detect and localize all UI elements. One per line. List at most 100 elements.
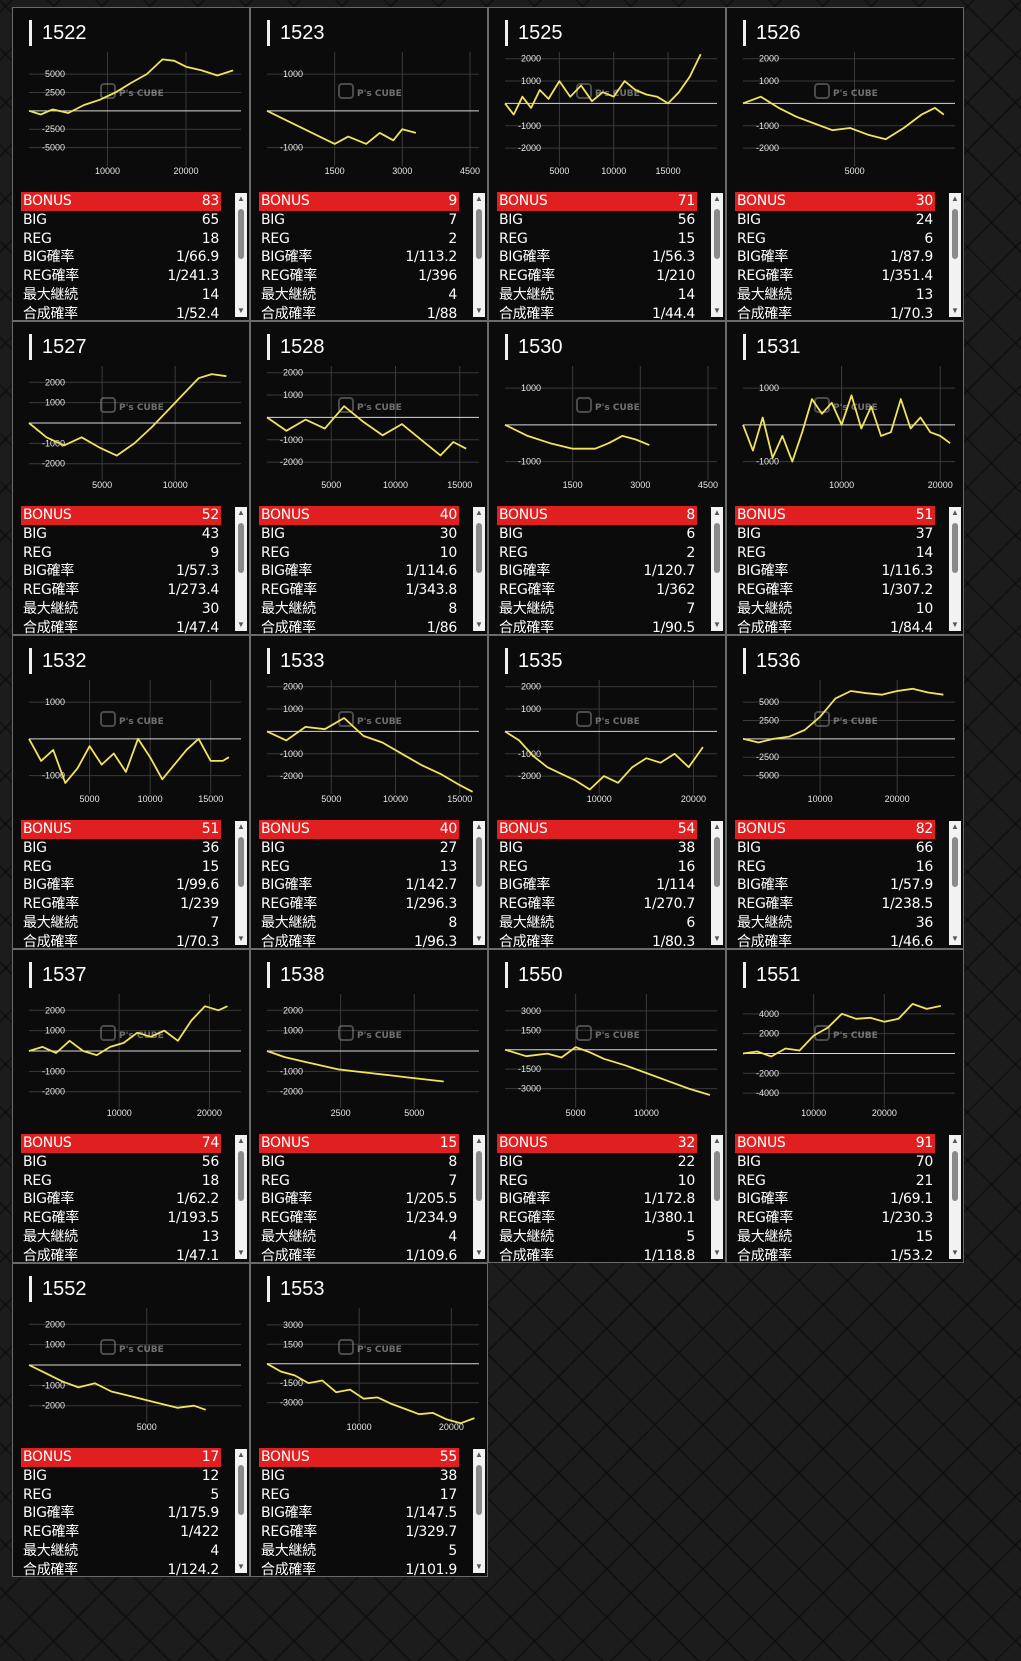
triangle-up-icon[interactable]: ▲ bbox=[951, 508, 959, 517]
stats-scrollbar[interactable]: ▲ ▼ bbox=[473, 193, 485, 317]
stats-scrollbar[interactable]: ▲ ▼ bbox=[235, 821, 247, 945]
scrollbar-thumb[interactable] bbox=[238, 837, 244, 887]
stat-row-reg-rate: REG確率 1/343.8 bbox=[259, 581, 459, 600]
stat-value: 1/238.5 bbox=[881, 896, 933, 913]
triangle-up-icon[interactable]: ▲ bbox=[237, 822, 245, 831]
stat-row-reg-rate: REG確率 1/238.5 bbox=[735, 895, 935, 914]
triangle-down-icon[interactable]: ▼ bbox=[475, 1248, 483, 1257]
scrollbar-thumb[interactable] bbox=[238, 1151, 244, 1201]
triangle-down-icon[interactable]: ▼ bbox=[713, 934, 721, 943]
scrollbar-thumb[interactable] bbox=[238, 1465, 244, 1515]
scrollbar-thumb[interactable] bbox=[952, 837, 958, 887]
stats-scrollbar[interactable]: ▲ ▼ bbox=[235, 1449, 247, 1573]
triangle-down-icon[interactable]: ▼ bbox=[475, 306, 483, 315]
triangle-down-icon[interactable]: ▼ bbox=[237, 306, 245, 315]
stats-scrollbar[interactable]: ▲ ▼ bbox=[235, 1135, 247, 1259]
stats-scrollbar[interactable]: ▲ ▼ bbox=[711, 821, 723, 945]
stats-scrollbar[interactable]: ▲ ▼ bbox=[711, 1135, 723, 1259]
machine-card[interactable]: 1537 P's CUBE 2000 1000 -1000 -2000 10000 20000… bbox=[12, 949, 250, 1264]
triangle-up-icon[interactable]: ▲ bbox=[475, 194, 483, 203]
triangle-up-icon[interactable]: ▲ bbox=[951, 822, 959, 831]
machine-card[interactable]: 1522 P's CUBE 5000 2500 -2500 -5000 10000 20000… bbox=[12, 7, 250, 322]
machine-card[interactable]: 1533 P's CUBE 2000 1000 -1000 -2000 5000 10000 1… bbox=[250, 635, 488, 950]
triangle-up-icon[interactable]: ▲ bbox=[237, 508, 245, 517]
scrollbar-thumb[interactable] bbox=[476, 1151, 482, 1201]
triangle-up-icon[interactable]: ▲ bbox=[713, 822, 721, 831]
scrollbar-thumb[interactable] bbox=[952, 1151, 958, 1201]
stats-scrollbar[interactable]: ▲ ▼ bbox=[235, 193, 247, 317]
stats-scrollbar[interactable]: ▲ ▼ bbox=[473, 1449, 485, 1573]
machine-card[interactable]: 1527 P's CUBE 2000 1000 -1000 -2000 5000 10000 B… bbox=[12, 321, 250, 636]
scrollbar-thumb[interactable] bbox=[476, 523, 482, 573]
stat-label: REG確率 bbox=[23, 1210, 79, 1227]
machine-card[interactable]: 1525 P's CUBE 2000 1000 -1000 -2000 5000 10000 1… bbox=[488, 7, 726, 322]
machine-card[interactable]: 1528 P's CUBE 2000 1000 -1000 -2000 5000 10000 1… bbox=[250, 321, 488, 636]
machine-card[interactable]: 1531 P's CUBE 1000 -1000 10000 20000 BONUS 51 BI… bbox=[726, 321, 964, 636]
machine-card[interactable]: 1536 P's CUBE 5000 2500 -2500 -5000 10000 20000… bbox=[726, 635, 964, 950]
triangle-down-icon[interactable]: ▼ bbox=[475, 1562, 483, 1571]
triangle-up-icon[interactable]: ▲ bbox=[713, 1136, 721, 1145]
machine-card[interactable]: 1532 P's CUBE 1000 -1000 5000 10000 15000 BONUS… bbox=[12, 635, 250, 950]
stats-scrollbar[interactable]: ▲ ▼ bbox=[949, 821, 961, 945]
machine-card[interactable]: 1523 P's CUBE 1000 -1000 1500 3000 4500 BONUS 9 B… bbox=[250, 7, 488, 322]
machine-card[interactable]: 1530 P's CUBE 1000 -1000 1500 3000 4500 BONUS 8 B… bbox=[488, 321, 726, 636]
triangle-down-icon[interactable]: ▼ bbox=[713, 1248, 721, 1257]
triangle-down-icon[interactable]: ▼ bbox=[951, 1248, 959, 1257]
machine-card[interactable]: 1526 P's CUBE 2000 1000 -1000 -2000 5000 BONUS 3… bbox=[726, 7, 964, 322]
scrollbar-thumb[interactable] bbox=[476, 1465, 482, 1515]
stats-scrollbar[interactable]: ▲ ▼ bbox=[235, 507, 247, 631]
triangle-up-icon[interactable]: ▲ bbox=[713, 194, 721, 203]
stats-scrollbar[interactable]: ▲ ▼ bbox=[711, 193, 723, 317]
triangle-down-icon[interactable]: ▼ bbox=[951, 620, 959, 629]
triangle-up-icon[interactable]: ▲ bbox=[951, 1136, 959, 1145]
stats-scrollbar[interactable]: ▲ ▼ bbox=[949, 1135, 961, 1259]
machine-card[interactable]: 1535 P's CUBE 2000 1000 -1000 -2000 10000 20000… bbox=[488, 635, 726, 950]
scrollbar-thumb[interactable] bbox=[476, 209, 482, 259]
triangle-up-icon[interactable]: ▲ bbox=[951, 194, 959, 203]
scrollbar-thumb[interactable] bbox=[714, 837, 720, 887]
machine-card[interactable]: 1551 P's CUBE 4000 2000 -2000 -4000 10000 20000… bbox=[726, 949, 964, 1264]
machine-card[interactable]: 1553 P's CUBE 3000 1500 -1500 -3000 10000 20000… bbox=[250, 1263, 488, 1578]
stats-scrollbar[interactable]: ▲ ▼ bbox=[949, 507, 961, 631]
triangle-down-icon[interactable]: ▼ bbox=[713, 620, 721, 629]
stat-label: 最大継続 bbox=[261, 600, 316, 617]
scrollbar-thumb[interactable] bbox=[476, 837, 482, 887]
triangle-down-icon[interactable]: ▼ bbox=[237, 620, 245, 629]
triangle-down-icon[interactable]: ▼ bbox=[713, 306, 721, 315]
machine-card[interactable]: 1552 P's CUBE 2000 1000 -1000 -2000 5000 BONUS 1… bbox=[12, 1263, 250, 1578]
stat-label: REG bbox=[261, 544, 290, 561]
triangle-down-icon[interactable]: ▼ bbox=[475, 620, 483, 629]
scrollbar-thumb[interactable] bbox=[238, 209, 244, 259]
triangle-up-icon[interactable]: ▲ bbox=[237, 1450, 245, 1459]
scrollbar-thumb[interactable] bbox=[952, 209, 958, 259]
scrollbar-thumb[interactable] bbox=[952, 523, 958, 573]
stats-scrollbar[interactable]: ▲ ▼ bbox=[949, 193, 961, 317]
triangle-down-icon[interactable]: ▼ bbox=[951, 934, 959, 943]
stats-scrollbar[interactable]: ▲ ▼ bbox=[711, 507, 723, 631]
scrollbar-thumb[interactable] bbox=[714, 209, 720, 259]
scrollbar-thumb[interactable] bbox=[714, 523, 720, 573]
triangle-up-icon[interactable]: ▲ bbox=[713, 508, 721, 517]
stats-scrollbar[interactable]: ▲ ▼ bbox=[473, 507, 485, 631]
stats-scrollbar[interactable]: ▲ ▼ bbox=[473, 821, 485, 945]
triangle-down-icon[interactable]: ▼ bbox=[951, 306, 959, 315]
triangle-up-icon[interactable]: ▲ bbox=[475, 822, 483, 831]
stats-scrollbar[interactable]: ▲ ▼ bbox=[473, 1135, 485, 1259]
triangle-up-icon[interactable]: ▲ bbox=[475, 1136, 483, 1145]
stat-label: BONUS bbox=[737, 821, 786, 837]
triangle-up-icon[interactable]: ▲ bbox=[237, 194, 245, 203]
machine-card[interactable]: 1538 P's CUBE 2000 1000 -1000 -2000 2500 5000 BO… bbox=[250, 949, 488, 1264]
triangle-up-icon[interactable]: ▲ bbox=[237, 1136, 245, 1145]
stat-value: 66 bbox=[915, 839, 934, 856]
triangle-down-icon[interactable]: ▼ bbox=[475, 934, 483, 943]
x-tick-label: 5000 bbox=[321, 794, 341, 804]
triangle-down-icon[interactable]: ▼ bbox=[237, 1248, 245, 1257]
machine-card[interactable]: 1550 P's CUBE 3000 1500 -1500 -3000 5000 10000 B… bbox=[488, 949, 726, 1264]
triangle-up-icon[interactable]: ▲ bbox=[475, 508, 483, 517]
triangle-down-icon[interactable]: ▼ bbox=[237, 1562, 245, 1571]
scrollbar-thumb[interactable] bbox=[714, 1151, 720, 1201]
triangle-down-icon[interactable]: ▼ bbox=[237, 934, 245, 943]
triangle-up-icon[interactable]: ▲ bbox=[475, 1450, 483, 1459]
stat-row-reg: REG 16 bbox=[497, 858, 697, 877]
scrollbar-thumb[interactable] bbox=[238, 523, 244, 573]
